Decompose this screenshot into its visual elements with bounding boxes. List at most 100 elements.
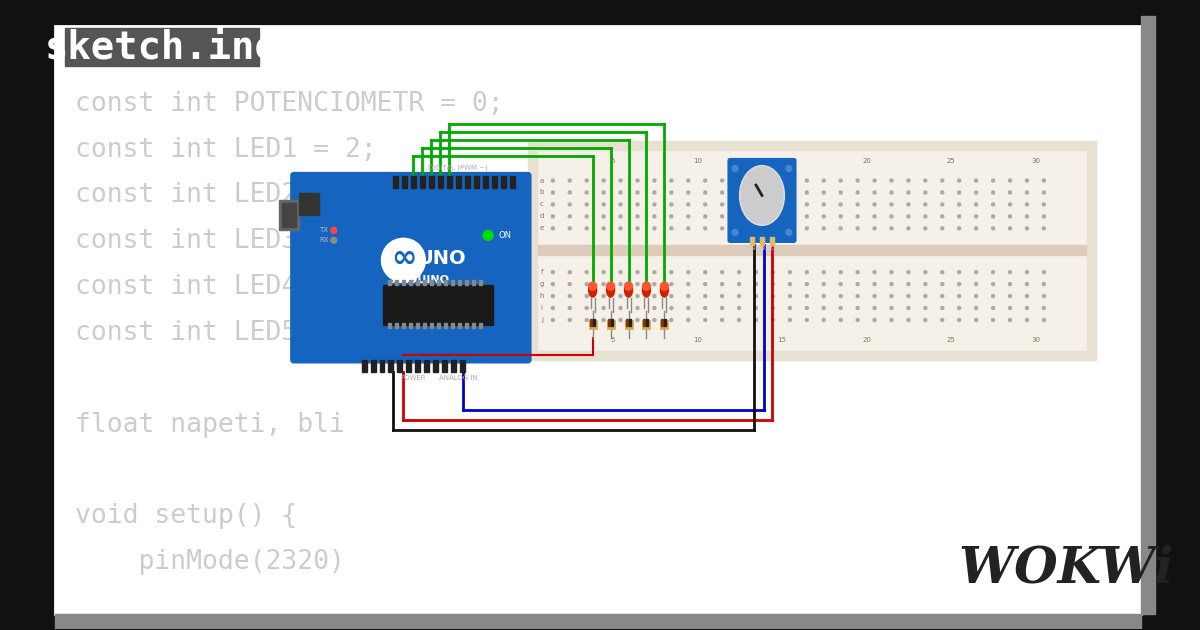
Circle shape [551,307,554,309]
Circle shape [721,227,724,230]
Bar [607,319,610,326]
Circle shape [703,215,707,218]
Bar [402,280,406,285]
Circle shape [636,271,638,273]
Circle shape [856,295,859,297]
Bar [425,360,430,372]
Circle shape [1043,203,1045,206]
Circle shape [890,307,893,309]
Circle shape [602,283,605,285]
Circle shape [721,203,724,206]
Text: 20: 20 [862,337,871,343]
Bar [443,360,448,372]
Circle shape [1043,191,1045,194]
Bar [451,323,455,328]
Circle shape [874,203,876,206]
Circle shape [874,283,876,285]
Circle shape [551,203,554,206]
Bar [479,280,482,285]
Bar [760,238,764,245]
Bar [451,360,456,372]
Circle shape [958,283,961,285]
Circle shape [907,227,910,230]
Text: 5: 5 [611,337,614,343]
Text: VCC: VCC [768,246,780,251]
Circle shape [974,307,978,309]
FancyBboxPatch shape [728,159,796,243]
Circle shape [670,283,673,285]
Circle shape [958,203,961,206]
Circle shape [1043,179,1045,182]
Circle shape [721,191,724,194]
Circle shape [721,295,724,297]
Circle shape [636,227,638,230]
Circle shape [1043,215,1045,218]
Circle shape [703,227,707,230]
Circle shape [788,307,791,309]
Bar [466,176,470,188]
Circle shape [1026,307,1028,309]
Text: 25: 25 [947,158,955,164]
Bar [420,176,425,188]
Circle shape [670,179,673,182]
Circle shape [586,319,588,321]
Circle shape [755,319,757,321]
Text: const int LED4 =: const int LED4 = [74,274,329,300]
Circle shape [924,319,926,321]
Circle shape [772,203,774,206]
Circle shape [653,295,656,297]
Ellipse shape [660,283,668,297]
Circle shape [721,283,724,285]
Circle shape [974,179,978,182]
Circle shape [1043,227,1045,230]
Circle shape [602,227,605,230]
Text: ANALOG IN: ANALOG IN [439,375,478,381]
Circle shape [755,203,757,206]
Text: const int LED5 =: const int LED5 = [74,320,329,346]
Circle shape [670,203,673,206]
Bar [629,319,630,326]
Text: 30: 30 [1032,158,1040,164]
Circle shape [586,295,588,297]
Circle shape [602,179,605,182]
Circle shape [941,215,943,218]
Circle shape [941,295,943,297]
Circle shape [991,307,995,309]
Text: ON: ON [498,231,511,240]
Bar [402,176,407,188]
Bar [389,360,394,372]
Circle shape [721,179,724,182]
Bar [282,203,296,227]
Circle shape [1043,271,1045,273]
Circle shape [856,319,859,321]
Bar [589,319,592,326]
Text: GND: GND [748,246,761,251]
Circle shape [1008,227,1012,230]
Circle shape [874,179,876,182]
Circle shape [907,191,910,194]
Circle shape [721,307,724,309]
Circle shape [670,227,673,230]
Circle shape [856,191,859,194]
Circle shape [1026,271,1028,273]
Text: a: a [540,178,544,183]
Circle shape [958,271,961,273]
Circle shape [958,307,961,309]
Circle shape [755,227,757,230]
Circle shape [1008,319,1012,321]
Circle shape [755,191,757,194]
Bar [624,320,632,329]
Ellipse shape [642,283,650,297]
Text: d: d [540,214,544,219]
Circle shape [738,179,740,182]
Circle shape [958,191,961,194]
Circle shape [941,271,943,273]
Circle shape [958,179,961,182]
Text: const int LED3 = 4;: const int LED3 = 4; [74,228,377,255]
Bar [502,176,506,188]
Circle shape [755,283,757,285]
Circle shape [924,227,926,230]
Circle shape [721,271,724,273]
Circle shape [856,271,859,273]
Bar [460,360,466,372]
